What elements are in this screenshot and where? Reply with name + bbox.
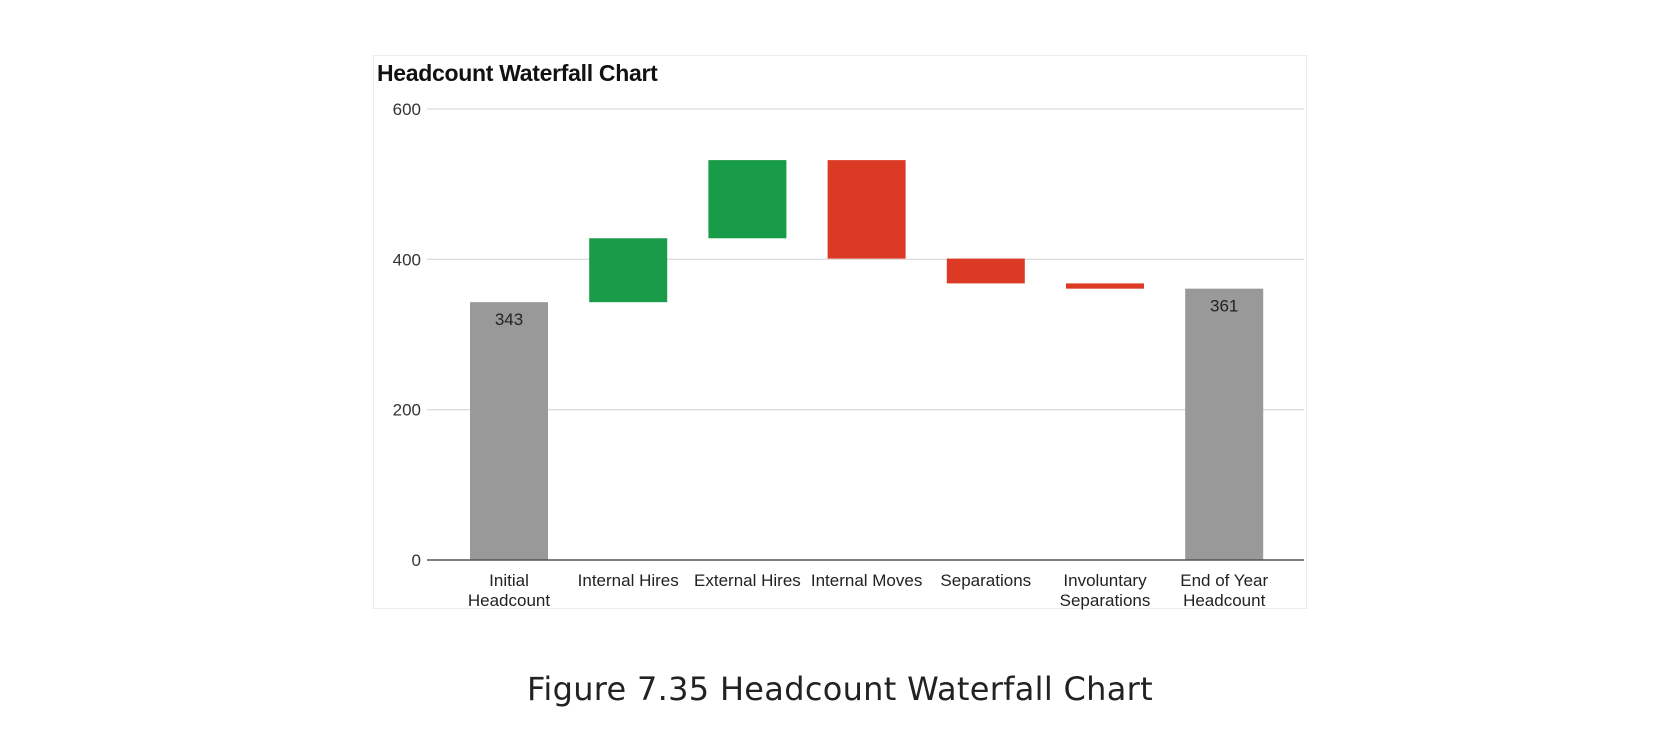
figure-caption: Figure 7.35 Headcount Waterfall Chart <box>527 670 1153 708</box>
bar-decrease <box>1066 283 1144 289</box>
x-tick-label: End of Year <box>1180 571 1268 590</box>
x-tick-label: Separations <box>1060 591 1151 610</box>
x-tick-label: Separations <box>940 571 1031 590</box>
x-tick-label: Headcount <box>1183 591 1266 610</box>
bar-total <box>1185 288 1264 560</box>
bar-data-label: 361 <box>1210 297 1238 316</box>
y-tick-label: 200 <box>393 401 421 420</box>
x-tick-label: Internal Hires <box>578 571 679 590</box>
chart-title: Headcount Waterfall Chart <box>377 60 658 86</box>
bar-increase <box>589 238 668 303</box>
y-tick-label: 600 <box>393 100 421 119</box>
bar-decrease <box>946 258 1025 284</box>
x-tick-label: Involuntary <box>1063 571 1147 590</box>
bar-decrease <box>827 160 906 259</box>
y-tick-label: 400 <box>393 250 421 269</box>
x-tick-label: External Hires <box>694 571 801 590</box>
x-tick-label: Initial <box>489 571 529 590</box>
x-tick-label: Internal Moves <box>811 571 923 590</box>
x-tick-label: Headcount <box>468 591 551 610</box>
bar-total <box>470 302 548 560</box>
y-tick-label: 0 <box>412 551 421 570</box>
bar-data-label: 343 <box>495 310 523 329</box>
bar-increase <box>708 160 787 239</box>
chart-frame: 0 200 400 600 343 Initial Headcount Internal Hi… <box>373 55 1307 610</box>
